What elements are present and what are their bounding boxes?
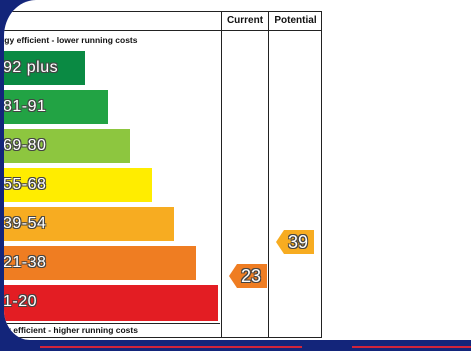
caption-bottom-divider bbox=[4, 323, 220, 324]
potential-column-divider bbox=[268, 12, 269, 337]
epc-chart-frame: Current Potential rgy efficient - lower … bbox=[1, 11, 322, 338]
band-92-plus: 92 plus bbox=[4, 51, 85, 85]
band-69-80: 69-80 bbox=[4, 129, 130, 163]
footer-accent-left bbox=[40, 346, 302, 348]
potential-rating-arrow: 39 bbox=[276, 230, 314, 254]
footer-accent-right bbox=[352, 346, 471, 348]
band-81-91: 81-91 bbox=[4, 90, 108, 124]
header-divider bbox=[4, 30, 321, 31]
band-55-68: 55-68 bbox=[4, 168, 152, 202]
potential-column-header: Potential bbox=[274, 15, 317, 26]
caption-bottom: gy efficient - higher running costs bbox=[1, 325, 138, 335]
band-39-54: 39-54 bbox=[4, 207, 174, 241]
current-rating-arrow: 23 bbox=[229, 264, 267, 288]
band-1-20: 1-20 bbox=[4, 285, 218, 321]
epc-card: Current Potential rgy efficient - lower … bbox=[0, 0, 471, 340]
footer-strip bbox=[0, 340, 471, 351]
band-21-38: 21-38 bbox=[4, 246, 196, 280]
current-column-divider bbox=[221, 12, 222, 337]
caption-top: rgy efficient - lower running costs bbox=[1, 35, 138, 45]
current-column-header: Current bbox=[226, 15, 264, 26]
